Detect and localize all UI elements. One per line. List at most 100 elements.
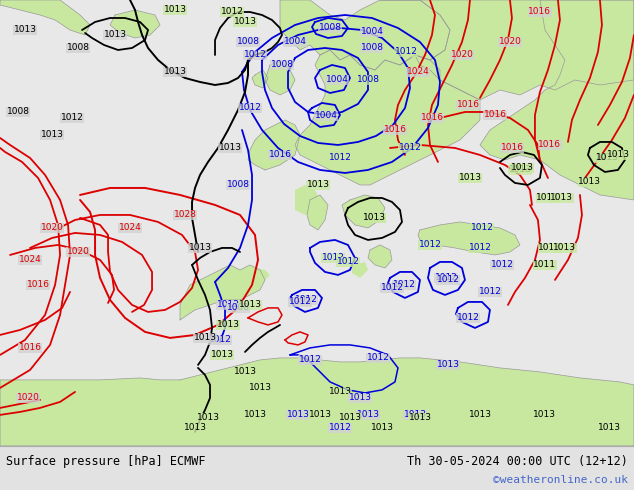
Text: 1013: 1013 [13,25,37,34]
Text: ©weatheronline.co.uk: ©weatheronline.co.uk [493,475,628,485]
Text: 1013: 1013 [287,411,309,419]
Text: 1024: 1024 [18,255,41,265]
Text: 1013: 1013 [197,414,219,422]
Text: 1012: 1012 [299,355,321,365]
Text: 1012: 1012 [392,280,415,290]
Text: 1012: 1012 [491,261,514,270]
Polygon shape [352,262,368,278]
Text: 1013: 1013 [188,244,212,252]
Text: 1008: 1008 [361,44,384,52]
Text: 1013: 1013 [217,320,240,329]
Text: 1016: 1016 [484,110,507,120]
Text: 1013: 1013 [533,411,557,419]
Polygon shape [418,222,520,255]
Text: 1012: 1012 [366,353,389,363]
Polygon shape [280,0,450,70]
Text: 1016: 1016 [500,144,524,152]
Text: 1020: 1020 [16,393,39,402]
Text: 1013: 1013 [193,333,217,343]
Text: 1012: 1012 [61,114,84,122]
Text: 1013: 1013 [243,411,266,419]
Text: 1008: 1008 [271,60,294,70]
Polygon shape [240,268,270,290]
Text: 1013: 1013 [233,368,257,376]
Text: 1008: 1008 [356,75,380,84]
Text: 1012: 1012 [437,275,460,284]
Text: 1012: 1012 [209,336,231,344]
Text: 1012: 1012 [295,295,318,304]
Polygon shape [0,446,634,490]
Polygon shape [0,358,634,446]
Text: 1016: 1016 [384,125,406,134]
Text: 1020: 1020 [67,247,89,256]
Text: 1012: 1012 [418,241,441,249]
Text: 1013: 1013 [469,411,491,419]
Text: 1020: 1020 [498,38,521,47]
Text: 1024: 1024 [119,223,141,232]
Text: 1008: 1008 [67,44,89,52]
Text: 1016: 1016 [18,343,42,352]
Text: 1020: 1020 [41,223,63,232]
Text: 1013: 1013 [363,214,385,222]
Text: 1008: 1008 [6,107,30,117]
Text: 1012: 1012 [456,314,479,322]
Text: 1012: 1012 [328,423,351,432]
Polygon shape [368,245,392,268]
Text: 1012: 1012 [337,257,359,267]
Text: 1013: 1013 [436,361,460,369]
Text: 1008: 1008 [236,38,259,47]
Text: 1011: 1011 [533,261,557,270]
Polygon shape [380,0,634,100]
Text: 1013: 1013 [370,423,394,432]
Text: 1016: 1016 [27,280,49,290]
Text: 1016: 1016 [529,7,552,17]
Text: 1016: 1016 [538,141,562,149]
Text: 1012: 1012 [469,244,491,252]
Text: 1013: 1013 [595,153,618,163]
Polygon shape [342,195,385,228]
Text: 1013: 1013 [607,150,630,159]
Polygon shape [252,70,268,88]
Text: 1013: 1013 [408,414,432,422]
Polygon shape [295,185,320,215]
Text: 1016: 1016 [269,150,292,159]
Text: 1013: 1013 [550,194,573,202]
Text: 1016: 1016 [456,100,479,109]
Text: 1013: 1013 [510,164,533,172]
Text: 1011: 1011 [536,194,559,202]
Text: Surface pressure [hPa] ECMWF: Surface pressure [hPa] ECMWF [6,455,205,468]
Text: 1013: 1013 [403,411,427,419]
Text: 1008: 1008 [318,24,342,32]
Text: 1013: 1013 [103,30,127,40]
Polygon shape [248,120,300,170]
Text: 1024: 1024 [406,68,429,76]
Text: 1004: 1004 [314,111,337,121]
Polygon shape [480,0,634,200]
Text: 1013: 1013 [183,423,207,432]
Text: 1013: 1013 [233,18,257,26]
Text: Th 30-05-2024 00:00 UTC (12+12): Th 30-05-2024 00:00 UTC (12+12) [407,455,628,468]
Text: 1008: 1008 [226,180,250,190]
Text: 1013: 1013 [219,144,242,152]
Text: 1012: 1012 [288,297,311,306]
Text: 1012: 1012 [243,50,266,59]
Polygon shape [0,0,90,35]
Polygon shape [307,195,328,230]
Text: 1020: 1020 [451,50,474,59]
Text: 1013: 1013 [508,166,531,174]
Text: 1013: 1013 [349,393,372,402]
Text: 1008: 1008 [226,303,250,313]
Text: 1012: 1012 [399,144,422,152]
Text: 1013: 1013 [210,350,233,360]
Text: 1012: 1012 [221,7,243,17]
Polygon shape [265,60,295,95]
Text: 1012: 1012 [217,300,240,309]
Text: 1012: 1012 [470,223,493,232]
Text: 1013: 1013 [597,153,619,163]
Text: 1013: 1013 [328,388,351,396]
Text: 1013: 1013 [164,68,186,76]
Text: 1013: 1013 [249,383,271,392]
Text: 1013: 1013 [356,411,380,419]
Text: 1013: 1013 [363,214,385,222]
Text: 1004: 1004 [283,38,306,47]
